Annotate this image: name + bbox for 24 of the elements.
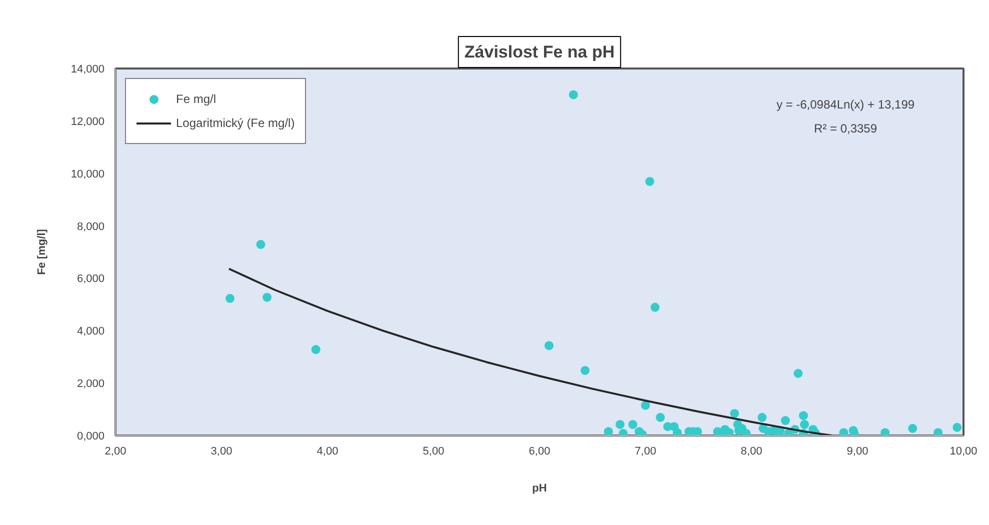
y-tick-label: 8,000 — [76, 220, 105, 233]
x-tick-label: 8,00 — [740, 446, 762, 458]
y-tick-label: 6,000 — [76, 273, 105, 286]
y-tick-label: 14,000 — [70, 64, 105, 76]
x-tick-label: 10,00 — [950, 446, 978, 458]
y-tick-label: 0,000 — [76, 430, 105, 442]
y-tick-label: 10,000 — [70, 168, 105, 180]
legend-label: Fe mg/l — [176, 92, 216, 106]
y-tick-label: 2,000 — [76, 378, 105, 390]
y-tick-label: 12,000 — [70, 116, 105, 128]
y-axis-title: Fe [mg/l] — [36, 228, 48, 275]
x-tick-label: 3,00 — [210, 446, 232, 458]
legend-label: Logaritmický (Fe mg/l) — [176, 116, 295, 130]
annotation: y = -6,0984Ln(x) + 13,199 — [776, 98, 915, 112]
y-tick-label: 4,000 — [76, 326, 105, 338]
x-tick-label: 5,00 — [422, 446, 444, 458]
chart-title: Závislost Fe na pH — [464, 42, 615, 62]
x-tick-label: 7,00 — [634, 446, 656, 458]
x-tick-label: 9,00 — [846, 446, 868, 458]
x-axis-title: pH — [532, 482, 547, 494]
x-tick-label: 4,00 — [316, 446, 338, 458]
annotation: R² = 0,3359 — [814, 122, 878, 136]
x-tick-label: 6,00 — [528, 446, 550, 458]
x-tick-label: 2,00 — [104, 446, 126, 458]
